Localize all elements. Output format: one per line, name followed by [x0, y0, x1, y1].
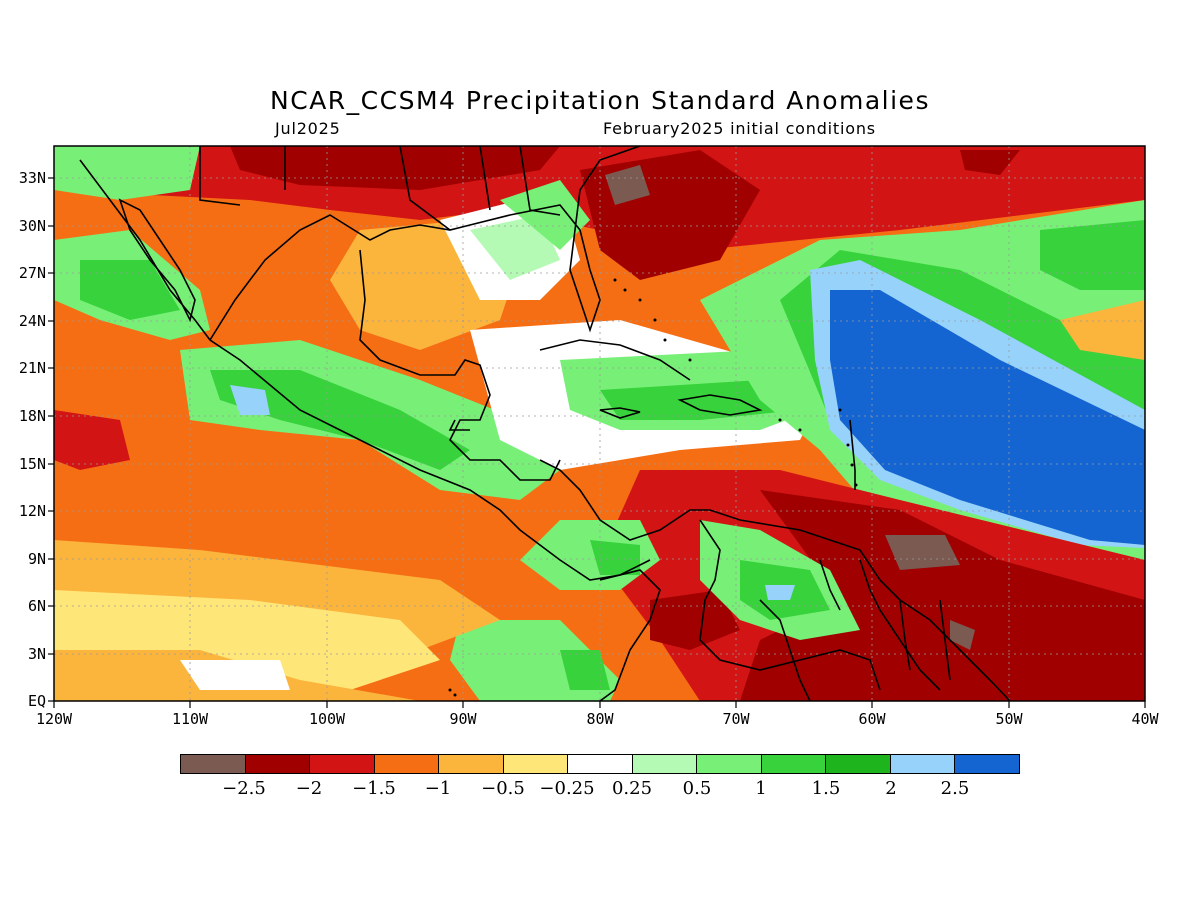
colorbar-swatch — [632, 755, 698, 773]
colorbar-swatch — [181, 755, 246, 773]
colorbar-label: 0.25 — [611, 778, 653, 799]
colorbar-label: −2.5 — [222, 778, 266, 799]
islands — [448, 278, 858, 697]
colorbar-label: −0.25 — [539, 778, 595, 799]
axis-ticks — [48, 177, 1146, 708]
colorbar-label: 0.5 — [682, 778, 712, 799]
colorbar-swatch — [310, 755, 375, 773]
lat-label: 33N — [18, 169, 46, 187]
colorbar-swatch — [697, 755, 762, 773]
lat-label: 12N — [18, 502, 46, 520]
lon-label: 80W — [586, 710, 614, 728]
colorbar-swatch — [761, 755, 827, 773]
initial-conditions: February2025 initial conditions — [603, 119, 876, 138]
grid-lines — [54, 146, 1145, 701]
colorbar-swatch — [245, 755, 311, 773]
lat-label: 6N — [27, 597, 46, 615]
map-title: NCAR_CCSM4 Precipitation Standard Anomal… — [270, 86, 930, 115]
colorbar-label: 1.5 — [811, 778, 841, 799]
colorbar-swatch — [374, 755, 440, 773]
colorbar-swatch — [568, 755, 633, 773]
colorbar-swatch — [890, 755, 956, 773]
coastlines — [79, 146, 1011, 701]
lon-label: 40W — [1131, 710, 1159, 728]
lon-label: 120W — [35, 710, 73, 728]
lat-label: 21N — [18, 359, 46, 377]
lon-label: 90W — [449, 710, 477, 728]
colorbar-swatch — [503, 755, 569, 773]
colorbar-swatch — [955, 755, 1019, 773]
lon-label: 50W — [995, 710, 1023, 728]
lat-label: 9N — [27, 550, 46, 568]
lat-label: 24N — [18, 312, 46, 330]
lon-label: 100W — [308, 710, 346, 728]
lat-label: 18N — [18, 407, 46, 425]
colorbar-label: 1 — [755, 778, 767, 799]
anomaly-field — [54, 146, 1145, 701]
lon-label: 60W — [858, 710, 886, 728]
colorbar-label: −2 — [295, 778, 323, 799]
colorbar-swatch — [826, 755, 891, 773]
colorbar-label: 2 — [885, 778, 897, 799]
lon-label: 110W — [171, 710, 209, 728]
lat-label: 15N — [18, 455, 46, 473]
colorbar-label: −0.5 — [481, 778, 525, 799]
lon-label: 70W — [722, 710, 750, 728]
lat-label: 27N — [18, 264, 46, 282]
colorbar — [180, 754, 1020, 774]
forecast-month: Jul2025 — [275, 119, 341, 138]
colorbar-label: 2.5 — [940, 778, 970, 799]
colorbar-swatch — [439, 755, 504, 773]
lat-label: 30N — [18, 217, 46, 235]
lat-label: 3N — [27, 645, 46, 663]
lat-label: EQ — [27, 692, 46, 710]
colorbar-label: −1.5 — [352, 778, 396, 799]
colorbar-label: −1 — [424, 778, 452, 799]
